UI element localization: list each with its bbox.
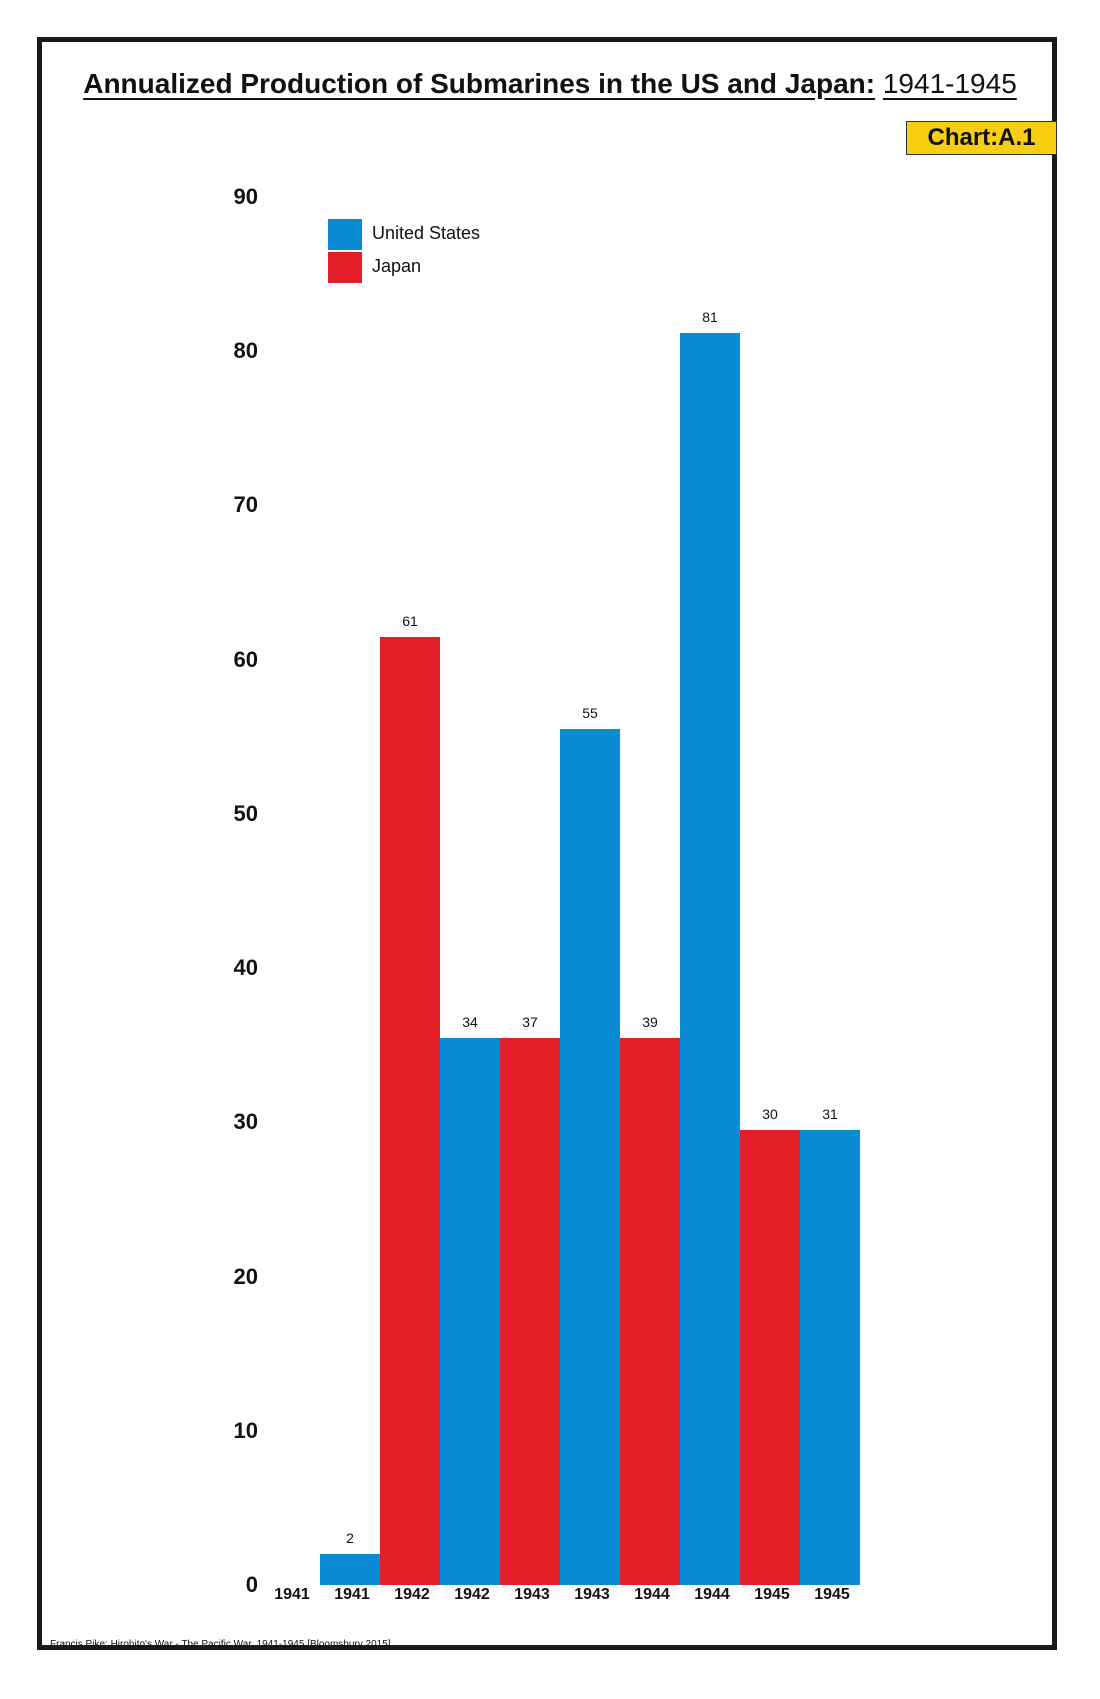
legend-label-united-states: United States: [372, 223, 481, 243]
x-tick-label: 1944: [694, 1586, 730, 1603]
legend-label-japan: Japan: [372, 256, 422, 276]
x-tick-label: 1945: [814, 1586, 850, 1603]
y-tick-label: 50: [233, 800, 258, 826]
y-tick-label: 0: [245, 1572, 258, 1597]
y-tick-label: 90: [233, 184, 258, 209]
bar-japan-1945: [740, 1130, 800, 1585]
chart-title: Annualized Production of Submarines in t…: [0, 68, 1100, 100]
y-tick-label: 20: [233, 1263, 258, 1289]
bar-united-states-1941: [320, 1554, 380, 1585]
legend-swatch-japan: [328, 252, 362, 283]
y-tick-label: 70: [233, 492, 258, 518]
y-tick-label: 10: [233, 1417, 258, 1443]
data-label: 37: [522, 1013, 538, 1030]
bar-united-states-1944: [680, 332, 740, 1585]
x-tick-label: 1943: [514, 1586, 550, 1603]
x-tick-label: 1941: [274, 1586, 310, 1603]
data-label: 61: [402, 612, 418, 629]
bar-japan-1943: [500, 1037, 560, 1585]
data-label: 34: [462, 1013, 478, 1030]
x-tick-label: 1942: [454, 1586, 490, 1603]
data-label: 81: [702, 308, 718, 325]
bar-united-states-1942: [440, 1037, 500, 1585]
x-tick-label: 1943: [574, 1586, 610, 1603]
data-label: 39: [642, 1013, 658, 1030]
x-tick-label: 1942: [394, 1586, 430, 1603]
y-tick-label: 30: [233, 1109, 258, 1135]
data-label: 30: [762, 1106, 778, 1123]
bar-japan-1944: [620, 1037, 680, 1585]
source-citation: Francis Pike: Hirohito's War - The Pacif…: [50, 1639, 391, 1650]
data-label: 2: [346, 1530, 354, 1547]
chart-id-badge: Chart:A.1: [906, 121, 1057, 155]
title-years: 1941-1945: [882, 68, 1017, 99]
legend-swatch-united-states: [328, 219, 362, 250]
bar-united-states-1945: [800, 1130, 860, 1585]
y-tick-label: 80: [233, 338, 258, 364]
x-tick-label: 1941: [334, 1586, 370, 1603]
bar-japan-1942: [380, 636, 440, 1585]
title-main: Annualized Production of Submarines in t…: [83, 68, 876, 99]
x-tick-label: 1944: [634, 1586, 670, 1603]
y-tick-label: 40: [233, 955, 258, 981]
data-label: 55: [582, 705, 598, 722]
bar-united-states-1943: [560, 729, 620, 1585]
x-tick-label: 1945: [754, 1586, 790, 1603]
data-label: 31: [822, 1106, 838, 1123]
y-tick-label: 60: [233, 646, 258, 672]
